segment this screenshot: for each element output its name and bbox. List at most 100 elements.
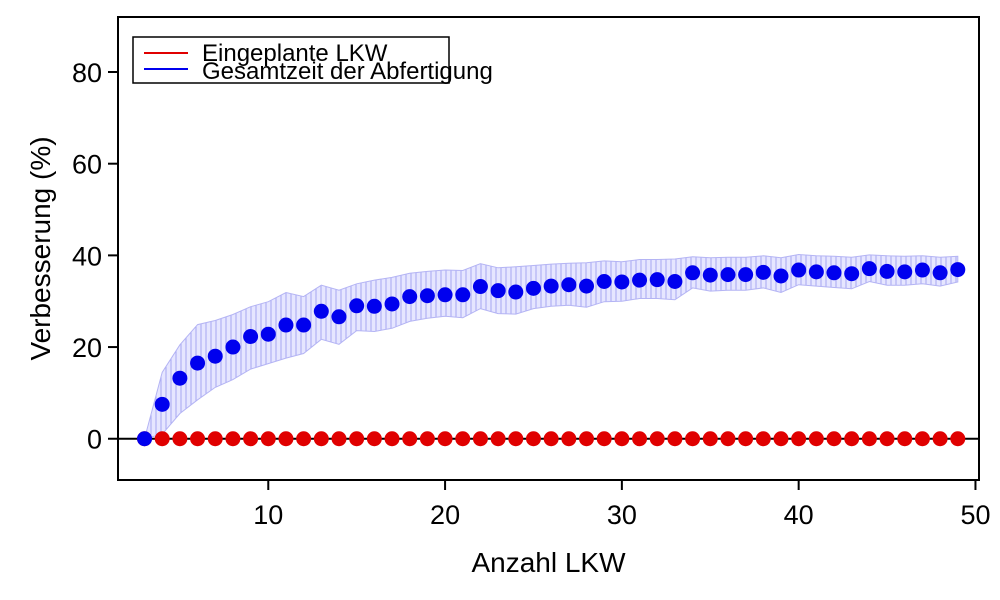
blue-point bbox=[172, 370, 188, 386]
red-point bbox=[808, 431, 824, 447]
blue-point bbox=[349, 298, 365, 314]
red-point bbox=[278, 431, 294, 447]
y-tick-label: 0 bbox=[87, 425, 102, 455]
legend-label-eingeplante: Eingeplante LKW bbox=[202, 40, 388, 67]
red-point bbox=[702, 431, 718, 447]
x-tick-label: 30 bbox=[607, 500, 637, 530]
x-tick-label: 50 bbox=[960, 500, 990, 530]
red-point bbox=[826, 431, 842, 447]
red-point bbox=[172, 431, 188, 447]
red-point bbox=[720, 431, 736, 447]
red-point bbox=[508, 431, 524, 447]
blue-point bbox=[914, 262, 930, 278]
red-point bbox=[667, 431, 683, 447]
blue-point bbox=[702, 267, 718, 283]
red-point bbox=[225, 431, 241, 447]
plot-area bbox=[118, 253, 979, 447]
blue-point bbox=[791, 262, 807, 278]
red-point bbox=[738, 431, 754, 447]
blue-point bbox=[596, 274, 612, 290]
blue-point bbox=[243, 329, 259, 345]
blue-point bbox=[508, 284, 524, 300]
x-axis-title: Anzahl LKW bbox=[471, 547, 626, 578]
red-point bbox=[472, 431, 488, 447]
blue-point bbox=[296, 317, 312, 333]
blue-point bbox=[331, 309, 347, 325]
blue-point bbox=[932, 265, 948, 281]
red-point bbox=[402, 431, 418, 447]
red-point bbox=[897, 431, 913, 447]
blue-point bbox=[384, 296, 400, 312]
blue-point bbox=[773, 268, 789, 284]
blue-point bbox=[525, 280, 541, 296]
blue-point bbox=[579, 278, 595, 294]
blue-point bbox=[755, 264, 771, 280]
legend: Eingeplante LKW Gesamtzeit der Abfertigu… bbox=[132, 36, 493, 85]
red-point bbox=[879, 431, 895, 447]
blue-point bbox=[472, 279, 488, 295]
red-point bbox=[561, 431, 577, 447]
blue-point bbox=[207, 348, 223, 364]
blue-point bbox=[614, 274, 630, 290]
red-point bbox=[649, 431, 665, 447]
blue-point bbox=[154, 396, 170, 412]
blue-point bbox=[543, 278, 559, 294]
blue-point bbox=[808, 264, 824, 280]
blue-point bbox=[861, 261, 877, 277]
blue-point bbox=[826, 265, 842, 281]
blue-point bbox=[313, 303, 329, 319]
red-point bbox=[207, 431, 223, 447]
blue-point bbox=[897, 264, 913, 280]
blue-point bbox=[402, 289, 418, 305]
blue-point bbox=[225, 339, 241, 355]
red-point bbox=[685, 431, 701, 447]
red-point bbox=[755, 431, 771, 447]
y-tick-label: 20 bbox=[72, 333, 102, 363]
red-point bbox=[791, 431, 807, 447]
red-point bbox=[932, 431, 948, 447]
blue-point bbox=[366, 298, 382, 314]
red-point bbox=[596, 431, 612, 447]
red-point bbox=[190, 431, 206, 447]
blue-point bbox=[260, 326, 276, 342]
blue-point bbox=[278, 317, 294, 333]
red-point bbox=[296, 431, 312, 447]
blue-point bbox=[490, 283, 506, 299]
blue-point bbox=[720, 267, 736, 283]
blue-point bbox=[437, 287, 453, 303]
red-point bbox=[525, 431, 541, 447]
red-point bbox=[260, 431, 276, 447]
axes: 10 20 30 40 50 0 20 40 60 80 bbox=[72, 58, 991, 530]
x-tick-label: 10 bbox=[253, 500, 283, 530]
blue-point bbox=[879, 263, 895, 279]
red-point bbox=[313, 431, 329, 447]
red-point bbox=[861, 431, 877, 447]
red-point bbox=[914, 431, 930, 447]
blue-point bbox=[685, 265, 701, 281]
blue-point bbox=[667, 274, 683, 290]
red-point bbox=[419, 431, 435, 447]
blue-point bbox=[632, 272, 648, 288]
x-tick-label: 40 bbox=[784, 500, 814, 530]
blue-point bbox=[137, 431, 153, 447]
y-tick-label: 80 bbox=[72, 58, 102, 88]
red-point bbox=[490, 431, 506, 447]
red-point bbox=[579, 431, 595, 447]
blue-point bbox=[419, 288, 435, 304]
red-point bbox=[614, 431, 630, 447]
y-tick-label: 60 bbox=[72, 150, 102, 180]
red-point bbox=[773, 431, 789, 447]
blue-point bbox=[950, 262, 966, 278]
blue-point bbox=[649, 272, 665, 288]
x-tick-label: 20 bbox=[430, 500, 460, 530]
blue-point bbox=[561, 277, 577, 293]
red-point bbox=[384, 431, 400, 447]
red-point bbox=[349, 431, 365, 447]
blue-point bbox=[190, 355, 206, 371]
legend-box bbox=[132, 36, 450, 84]
y-tick-label: 40 bbox=[72, 241, 102, 271]
blue-point bbox=[844, 266, 860, 282]
red-point bbox=[154, 431, 170, 447]
red-point bbox=[437, 431, 453, 447]
red-point bbox=[366, 431, 382, 447]
